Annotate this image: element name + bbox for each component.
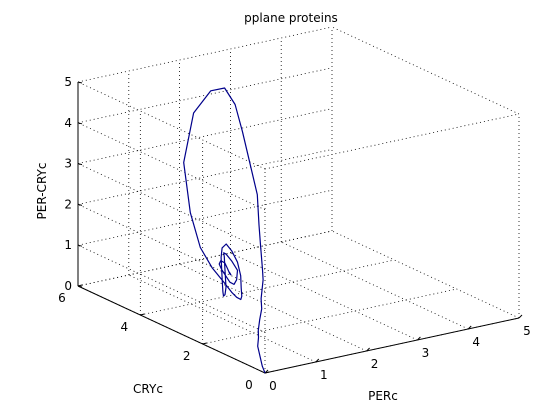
y-axis-label: CRYc [133, 382, 163, 396]
y-tick-label: 0 [245, 378, 253, 392]
x-tick-label: 5 [523, 324, 531, 338]
x-axis-label: PERc [368, 389, 398, 403]
x-tick-mark [467, 325, 472, 330]
x-tick-mark [315, 358, 320, 363]
y-tick-label: 4 [121, 320, 129, 334]
grid-floor-y [202, 288, 457, 345]
z-tick-label: 0 [64, 279, 72, 293]
z-tick-mark [77, 122, 83, 125]
y-tick-mark [140, 313, 145, 316]
z-tick-mark [77, 244, 83, 247]
y-tick-label: 6 [58, 291, 66, 305]
z-axis-label: PER-CRYc [35, 163, 49, 220]
grid-back-z [77, 149, 333, 205]
z-tick-mark [77, 285, 83, 288]
grid-floor-y [140, 259, 395, 316]
grid-back-z [77, 189, 333, 246]
chart-title: pplane proteins [244, 11, 338, 25]
x-tick-label: 2 [371, 357, 379, 371]
z-tick-mark [77, 203, 83, 206]
plot-area [183, 87, 266, 374]
x-tick-label: 4 [472, 335, 480, 349]
x-tick-label: 1 [320, 368, 328, 382]
z-tick-mark [77, 163, 83, 166]
x-tick-label: 0 [269, 379, 277, 393]
series-line [183, 87, 266, 374]
grid-back-z [77, 230, 333, 287]
y-axis-line [77, 285, 266, 374]
z-tick-label: 4 [64, 116, 72, 130]
y-tick-mark [202, 342, 207, 345]
axes-box [77, 81, 523, 374]
z-tick-label: 3 [64, 157, 72, 171]
x-tick-mark [518, 314, 523, 319]
x-tick-mark [366, 347, 370, 352]
grid-back-z [77, 108, 333, 164]
y-tick-mark [264, 371, 270, 374]
z-tick-label: 2 [64, 197, 72, 211]
x-axis-line [264, 317, 520, 374]
grid-back-z [77, 26, 333, 83]
z-tick-label: 1 [64, 238, 72, 252]
y-tick-label: 2 [183, 349, 191, 363]
x-tick-mark [417, 336, 421, 341]
z-tick-mark [77, 81, 83, 84]
x-tick-label: 3 [422, 346, 430, 360]
grid-back-z [77, 67, 333, 124]
z-tick-label: 5 [64, 75, 72, 89]
box-edge [264, 113, 520, 170]
